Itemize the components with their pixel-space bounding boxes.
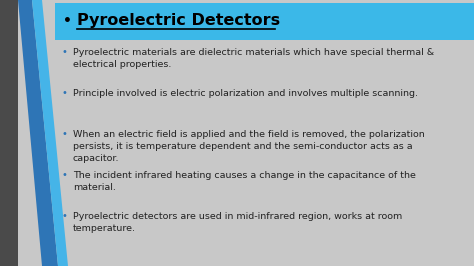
Text: When an electric field is applied and the field is removed, the polarization
per: When an electric field is applied and th… — [73, 130, 425, 163]
Bar — [55, 3, 474, 40]
Text: •: • — [62, 47, 68, 57]
Polygon shape — [18, 0, 58, 266]
Text: The incident infrared heating causes a change in the capacitance of the
material: The incident infrared heating causes a c… — [73, 171, 416, 192]
Text: •: • — [62, 211, 68, 221]
Text: Pyroelectric materials are dielectric materials which have special thermal &
ele: Pyroelectric materials are dielectric ma… — [73, 48, 434, 69]
Text: Pyroelectric Detectors: Pyroelectric Detectors — [77, 13, 280, 28]
Polygon shape — [32, 0, 68, 266]
Text: Pyroelectric detectors are used in mid-infrared region, works at room
temperatur: Pyroelectric detectors are used in mid-i… — [73, 212, 402, 233]
Polygon shape — [0, 0, 18, 266]
Text: •: • — [62, 129, 68, 139]
Text: Principle involved is electric polarization and involves multiple scanning.: Principle involved is electric polarizat… — [73, 89, 418, 98]
Text: •: • — [62, 88, 68, 98]
Text: •: • — [62, 170, 68, 180]
Text: •: • — [63, 15, 72, 28]
